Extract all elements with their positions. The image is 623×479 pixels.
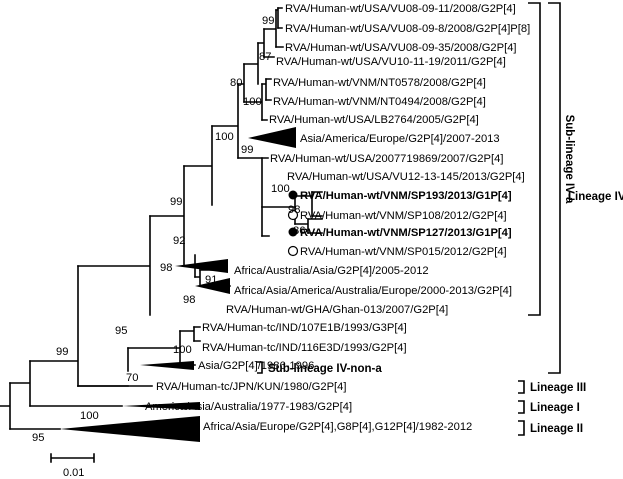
sublineage-nona-label: Sub-lineage IV-non-a bbox=[268, 363, 382, 375]
bracket-lineage-iv bbox=[548, 2, 561, 374]
collapsed-clade-africa-asia-europe bbox=[60, 416, 200, 442]
taxon-label: RVA/Human-wt/VNM/SP015/2012/G2P[4] bbox=[300, 246, 507, 258]
bracket-lineage-ii bbox=[518, 420, 525, 436]
collapsed-clades bbox=[60, 127, 296, 442]
bootstrap-value: 99 bbox=[170, 196, 182, 208]
collapsed-clade-africa-australia-asia bbox=[175, 259, 228, 273]
taxon-label: RVA/Human-wt/USA/VU08-09-11/2008/G2P[4] bbox=[285, 3, 516, 15]
taxon-label: RVA/Human-wt/VNM/SP127/2013/G1P[4] bbox=[300, 227, 512, 239]
lineage-iii-label: Lineage III bbox=[530, 382, 586, 394]
taxon-label: RVA/Human-wt/VNM/NT0494/2008/G2P[4] bbox=[273, 96, 486, 108]
lineage-iv-label: Lineage IV bbox=[568, 191, 623, 203]
taxon-label: Africa/Asia/America/Australia/Europe/200… bbox=[234, 285, 512, 297]
taxon-label: RVA/Human-tc/IND/116E3D/1993/G2P[4] bbox=[202, 342, 407, 354]
bootstrap-value: 80 bbox=[230, 77, 242, 89]
bootstrap-value: 99 bbox=[241, 144, 253, 156]
taxon-label: RVA/Human-wt/USA/VU12-13-145/2013/G2P[4] bbox=[287, 171, 525, 183]
taxon-label: Africa/Australia/Asia/G2P[4]/2005-2012 bbox=[234, 265, 429, 277]
taxon-label: RVA/Human-wt/USA/LB2764/2005/G2P[4] bbox=[269, 114, 479, 126]
lineage-ii-label: Lineage II bbox=[530, 423, 583, 435]
bootstrap-value: 92 bbox=[173, 235, 185, 247]
taxon-label: RVA/Human-wt/VNM/SP193/2013/G1P[4] bbox=[300, 190, 512, 202]
bootstrap-value: 100 bbox=[271, 183, 290, 195]
bootstrap-value: 100 bbox=[173, 344, 192, 356]
sublineage-iva-label: Sub-lineage IV-a bbox=[563, 115, 575, 204]
bootstrap-value: 98 bbox=[160, 262, 172, 274]
taxon-label: RVA/Human-wt/USA/2007719869/2007/G2P[4] bbox=[270, 153, 503, 165]
bootstrap-value: 99 bbox=[262, 15, 274, 27]
bootstrap-value: 99 bbox=[56, 346, 68, 358]
taxon-label: RVA/Human-tc/IND/107E1B/1993/G3P[4] bbox=[202, 322, 407, 334]
bootstrap-value: 100 bbox=[215, 131, 234, 143]
scale-bar: 0.01 bbox=[50, 453, 95, 479]
scale-bar-label: 0.01 bbox=[63, 467, 84, 479]
bootstrap-value: 98 bbox=[288, 204, 300, 216]
bootstrap-value: 95 bbox=[32, 432, 44, 444]
taxon-label: Asia/G2P[4]/1986-1996 bbox=[198, 360, 314, 372]
taxon-label: Asia/America/Europe/G2P[4]/2007-2013 bbox=[300, 133, 500, 145]
collapsed-clade-america-asia-australia bbox=[122, 402, 200, 410]
taxon-label: RVA/Human-tc/JPN/KUN/1980/G2P[4] bbox=[156, 381, 346, 393]
bootstrap-values: 99 87 80 100 100 99 100 98 86 99 92 98 9… bbox=[32, 15, 305, 444]
taxon-label: RVA/Human-wt/VNM/SP108/2012/G2P[4] bbox=[300, 210, 507, 222]
taxon-labels: RVA/Human-wt/USA/VU08-09-11/2008/G2P[4] … bbox=[145, 3, 530, 433]
bootstrap-value: 70 bbox=[126, 372, 138, 384]
taxon-label: Africa/Asia/Europe/G2P[4],G8P[4],G12P[4]… bbox=[203, 421, 472, 433]
taxon-label: RVA/Human-wt/VNM/NT0578/2008/G2P[4] bbox=[273, 77, 486, 89]
collapsed-clade-asia-america-europe bbox=[248, 127, 296, 148]
filled-circle-marker bbox=[288, 227, 298, 237]
tree-branches bbox=[0, 7, 323, 430]
bootstrap-value: 100 bbox=[243, 96, 262, 108]
bootstrap-value: 98 bbox=[183, 294, 195, 306]
collapsed-clade-africa-asia-america bbox=[195, 278, 230, 294]
taxon-label: RVA/Human-wt/USA/VU08-09-8/2008/G2P[4]P[… bbox=[285, 23, 530, 35]
collapsed-clade-asia-1986 bbox=[140, 361, 194, 370]
bracket-lineage-i bbox=[518, 400, 525, 414]
bootstrap-value: 87 bbox=[259, 51, 271, 63]
open-circle-marker bbox=[287, 209, 299, 221]
bracket-lineage-iii bbox=[518, 380, 525, 394]
bracket-sublineage-nona bbox=[257, 361, 263, 374]
taxon-label: RVA/Human-wt/GHA/Ghan-013/2007/G2P[4] bbox=[226, 304, 448, 316]
bracket-sublineage-iva bbox=[528, 2, 541, 316]
group-brackets: Sub-lineage IV-a Lineage IV Sub-lineage … bbox=[257, 2, 623, 436]
taxon-label: RVA/Human-wt/USA/VU10-11-19/2011/G2P[4] bbox=[276, 56, 506, 68]
taxon-label: RVA/Human-wt/USA/VU08-09-35/2008/G2P[4] bbox=[285, 42, 517, 54]
taxon-label: America/Asia/Australia/1977-1983/G2P[4] bbox=[145, 401, 352, 413]
filled-circle-marker bbox=[288, 190, 298, 200]
bootstrap-value: 91 bbox=[205, 274, 217, 286]
lineage-i-label: Lineage I bbox=[530, 402, 580, 414]
open-circle-marker bbox=[287, 245, 299, 257]
bootstrap-value: 95 bbox=[115, 325, 127, 337]
bootstrap-value: 100 bbox=[80, 410, 99, 422]
bootstrap-value: 86 bbox=[293, 225, 305, 237]
